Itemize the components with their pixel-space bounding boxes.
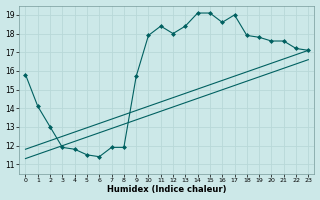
X-axis label: Humidex (Indice chaleur): Humidex (Indice chaleur) [107, 185, 227, 194]
